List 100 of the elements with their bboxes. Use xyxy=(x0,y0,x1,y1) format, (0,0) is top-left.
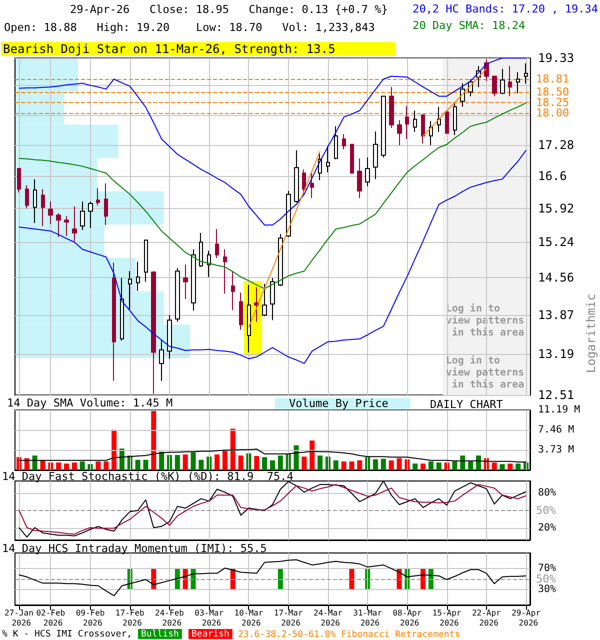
ref-line-label: 50% xyxy=(536,504,556,517)
bar xyxy=(112,430,117,470)
text: Bearish xyxy=(192,630,230,640)
candlestick xyxy=(56,212,61,238)
candlestick xyxy=(365,156,370,187)
text: Bullish xyxy=(141,630,179,640)
candlestick xyxy=(262,283,267,317)
y-tick-label: 11.19 M xyxy=(538,404,580,416)
bar xyxy=(436,462,442,470)
candlestick xyxy=(397,120,402,146)
candlestick xyxy=(112,262,116,382)
chart-title: 14 Day HCS Intraday Momentum (IMI): 55.5 xyxy=(2,542,267,555)
candlestick xyxy=(104,182,108,226)
x-tick-label: 27-Jan 2026 xyxy=(4,608,34,628)
bar xyxy=(32,456,38,470)
bar xyxy=(64,464,69,470)
bar xyxy=(278,456,283,470)
candlestick xyxy=(302,168,306,195)
y-tick-label: 20% xyxy=(538,522,556,534)
bar xyxy=(396,458,402,470)
bar xyxy=(270,460,275,470)
candlestick xyxy=(207,250,211,278)
candlestick xyxy=(72,206,77,242)
x-tick-label: 31-Mar 2026 xyxy=(353,608,382,628)
candlestick xyxy=(381,96,386,158)
bar xyxy=(72,462,77,470)
x-tick-label: 24-Mar 2026 xyxy=(314,608,343,628)
x-tick-label: 02-Feb 2026 xyxy=(36,608,66,628)
x-tick-label: 15-Apr 2026 xyxy=(432,608,462,628)
candlestick xyxy=(25,184,29,209)
y-tick-label: 17.28 xyxy=(538,138,574,152)
bar xyxy=(357,460,362,470)
bar xyxy=(294,445,299,470)
y-tick-label: 15.24 xyxy=(538,235,574,250)
candlestick xyxy=(199,232,203,268)
candlestick xyxy=(524,62,528,84)
annotation: DAILY CHART xyxy=(430,398,504,411)
bar xyxy=(119,448,124,470)
ref-line-label: 18.81 xyxy=(536,72,570,86)
candlestick xyxy=(80,201,85,231)
candlestick xyxy=(128,270,132,310)
bar xyxy=(151,410,156,470)
candlestick xyxy=(223,248,227,294)
candlestick xyxy=(357,158,362,199)
candlestick xyxy=(215,228,219,259)
y-tick-label: 70% xyxy=(538,563,556,574)
y-tick-label: 13.19 xyxy=(538,347,574,362)
candlestick xyxy=(88,201,93,229)
text: Bearish Doji Star on 11-Mar-26, Strength: 13.5 xyxy=(3,42,336,56)
line-series xyxy=(18,102,527,290)
bar xyxy=(174,454,180,470)
bar xyxy=(500,464,505,470)
x-tick-label: 29-Apr 2026 xyxy=(512,608,541,628)
bar xyxy=(476,456,481,470)
ref-line-label: 18.00 xyxy=(536,106,570,120)
line-series xyxy=(18,150,527,364)
bar xyxy=(460,456,466,470)
bar xyxy=(143,460,148,470)
candlestick xyxy=(373,130,378,180)
candlestick xyxy=(350,144,354,174)
bar xyxy=(380,458,386,470)
candlestick xyxy=(183,264,188,300)
bar xyxy=(96,461,101,470)
bar xyxy=(238,456,244,470)
y-tick-label: 7.46 M xyxy=(538,424,574,436)
bar xyxy=(388,460,394,470)
candlestick xyxy=(239,292,243,330)
candlestick xyxy=(151,270,156,394)
bar xyxy=(254,456,260,470)
bar xyxy=(468,461,474,470)
ref-line-label: 18.50 xyxy=(536,85,570,98)
candlestick xyxy=(294,150,299,203)
bar xyxy=(190,452,196,470)
candlestick xyxy=(326,146,330,173)
candlestick xyxy=(405,105,409,140)
candlestick xyxy=(492,76,497,97)
bar xyxy=(262,457,268,470)
bar xyxy=(222,450,228,470)
x-tick-label: 08-Apr 2026 xyxy=(392,608,422,628)
chart-subtitle: Open: 18.88 High: 19.20 Low: 18.70 Vol: 1,233,843 xyxy=(4,21,375,34)
bar xyxy=(508,464,513,470)
x-tick-label: 22-Apr 2026 xyxy=(472,608,502,628)
bar xyxy=(492,462,497,470)
line-series xyxy=(18,559,527,596)
y-tick-label: 3.73 M xyxy=(538,444,574,456)
bar xyxy=(80,461,85,470)
bar xyxy=(159,452,164,470)
candlestick xyxy=(191,248,196,312)
candlestick xyxy=(342,134,346,150)
candlestick xyxy=(17,168,21,193)
y-tick-label: 13.87 xyxy=(538,308,574,322)
y-axis-title: Logarithmic xyxy=(584,294,598,373)
legend-title: % K - HCS IMI Crossover, xyxy=(2,630,132,640)
line-series xyxy=(248,150,321,328)
candlestick xyxy=(460,82,465,108)
bar xyxy=(349,461,354,470)
candlestick xyxy=(421,114,425,144)
candlestick xyxy=(445,110,449,134)
y-tick-label: 80% xyxy=(538,487,556,498)
candlestick xyxy=(389,86,394,128)
